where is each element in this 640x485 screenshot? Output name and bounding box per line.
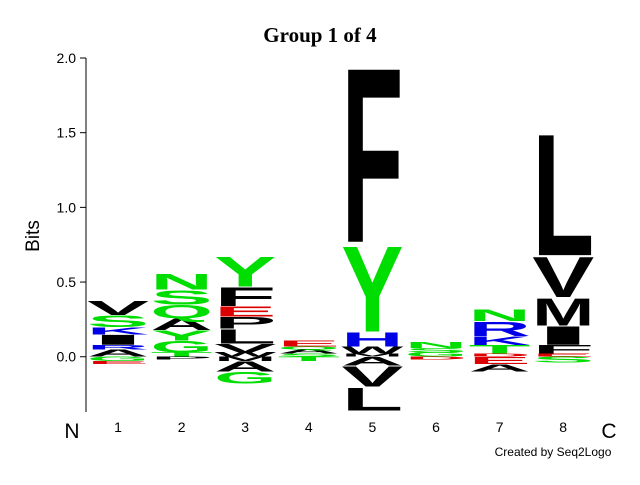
y-tick-label: 1.5 bbox=[57, 125, 77, 141]
logo-letter: M bbox=[532, 290, 594, 334]
logo-letter: P bbox=[214, 314, 276, 332]
logo-letter: A bbox=[151, 315, 213, 333]
logo-letter: S bbox=[278, 353, 340, 358]
chart-title: Group 1 of 4 bbox=[263, 23, 377, 47]
logo-letter: L bbox=[341, 381, 403, 418]
logo-letter: T bbox=[278, 356, 340, 363]
logo-letter: G bbox=[405, 351, 467, 358]
c-terminus-label: C bbox=[601, 420, 616, 443]
y-tick-label: 2.0 bbox=[57, 50, 77, 66]
logo-letter: L bbox=[532, 98, 594, 293]
logo-letter: F bbox=[341, 17, 403, 295]
logo-letter: A bbox=[87, 348, 149, 359]
x-tick-label: 2 bbox=[178, 419, 186, 435]
x-tick-label: 7 bbox=[496, 419, 504, 435]
x-tick-label: 6 bbox=[432, 419, 440, 435]
x-tick-label: 8 bbox=[559, 419, 567, 435]
logo-letter: Y bbox=[341, 221, 403, 358]
logo-letter: K bbox=[469, 334, 531, 348]
logo-letter: A bbox=[341, 355, 403, 369]
logo-letter: E bbox=[469, 355, 531, 366]
x-tick-label: 5 bbox=[369, 419, 377, 435]
logo-letter: S bbox=[151, 286, 213, 309]
logo-letter: L bbox=[214, 325, 276, 348]
logo-letter: Y bbox=[214, 248, 276, 296]
logo-letter: R bbox=[87, 344, 149, 351]
logo-letter: F bbox=[214, 282, 276, 312]
logo-letter: Y bbox=[151, 327, 213, 343]
x-tick-label: 4 bbox=[305, 419, 313, 435]
logo-letter: S bbox=[87, 312, 149, 330]
logo-letter: G bbox=[87, 356, 149, 363]
logo-letter: S bbox=[405, 347, 467, 354]
logo-letter: Q bbox=[151, 301, 213, 322]
y-tick-label: 0.0 bbox=[57, 349, 77, 365]
n-terminus-label: N bbox=[64, 420, 79, 443]
logo-letter: A bbox=[214, 359, 276, 375]
logo-letter: V bbox=[341, 360, 403, 392]
logo-letter: S bbox=[532, 355, 594, 364]
logo-letter: H bbox=[341, 328, 403, 351]
logo-letter: I bbox=[532, 321, 594, 351]
logo-letter: M bbox=[214, 356, 276, 363]
footer: Created by Seq2Logo bbox=[495, 445, 612, 459]
logo-letter: T bbox=[151, 351, 213, 358]
logo-letter: E bbox=[532, 353, 594, 358]
y-tick-label: 0.5 bbox=[57, 274, 77, 290]
logo-letter: D bbox=[405, 356, 467, 361]
logo-letter: N bbox=[469, 306, 531, 324]
logo-letter: E bbox=[87, 360, 149, 365]
logo-letter: M bbox=[341, 353, 403, 358]
x-tick-label: 1 bbox=[114, 419, 122, 435]
logo-letter: A bbox=[469, 363, 531, 374]
logo-letter: K bbox=[87, 325, 149, 336]
logo-letter: G bbox=[214, 369, 276, 387]
logo-letter: W bbox=[341, 345, 404, 356]
logo-letter: V bbox=[214, 341, 277, 355]
logo-letter: G bbox=[151, 338, 213, 356]
logo-letter: Q bbox=[278, 346, 340, 351]
y-axis-label: Bits bbox=[23, 220, 44, 252]
logo-letter: T bbox=[469, 343, 531, 357]
logo-letter: D bbox=[469, 353, 531, 358]
logo-letter: V bbox=[87, 297, 149, 320]
logo-letter: P bbox=[151, 356, 213, 361]
y-tick-label: 1.0 bbox=[57, 199, 77, 215]
logo-letter: N bbox=[151, 269, 213, 294]
logo-letter: E bbox=[278, 339, 340, 348]
x-tick-label: 3 bbox=[241, 419, 249, 435]
logo-letter: E bbox=[214, 304, 276, 320]
logo-letter: N bbox=[405, 340, 467, 349]
logo-letter: R bbox=[469, 318, 531, 341]
logo-letter: V bbox=[532, 246, 594, 310]
logo-letter: I bbox=[87, 332, 149, 348]
logo-letter: F bbox=[532, 343, 594, 357]
logo-letter: A bbox=[278, 348, 340, 355]
logo-letter: W bbox=[214, 351, 276, 358]
